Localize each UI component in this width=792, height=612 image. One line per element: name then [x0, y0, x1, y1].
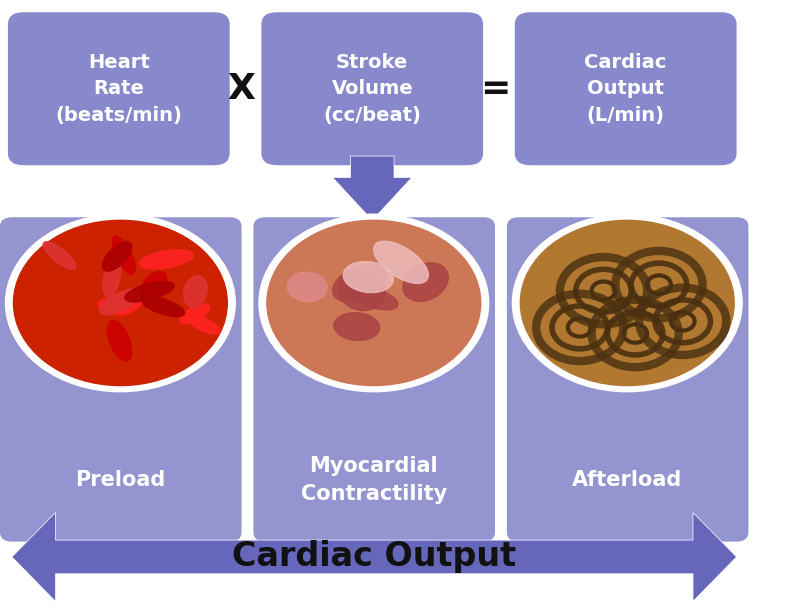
Ellipse shape [348, 286, 398, 310]
Circle shape [520, 220, 734, 386]
Ellipse shape [334, 313, 379, 340]
Text: Cardiac
Output
(L/min): Cardiac Output (L/min) [584, 53, 667, 125]
Text: Preload: Preload [75, 471, 166, 490]
Ellipse shape [403, 263, 448, 301]
Ellipse shape [140, 296, 185, 316]
Ellipse shape [374, 241, 428, 283]
Circle shape [6, 214, 235, 392]
Ellipse shape [142, 272, 166, 296]
Ellipse shape [287, 272, 327, 302]
Text: =: = [480, 72, 510, 106]
Ellipse shape [338, 269, 385, 310]
Circle shape [512, 214, 742, 392]
Polygon shape [12, 513, 737, 601]
Text: Myocardial
Contractility: Myocardial Contractility [301, 457, 447, 504]
Circle shape [13, 220, 227, 386]
FancyBboxPatch shape [8, 12, 230, 165]
Text: Cardiac Output: Cardiac Output [232, 540, 516, 573]
Text: X: X [227, 72, 256, 106]
Ellipse shape [187, 315, 220, 334]
Ellipse shape [43, 242, 76, 269]
Ellipse shape [112, 236, 135, 274]
Ellipse shape [103, 259, 120, 297]
Circle shape [259, 214, 489, 392]
Ellipse shape [113, 297, 142, 315]
Ellipse shape [125, 282, 174, 302]
Ellipse shape [333, 264, 386, 302]
FancyBboxPatch shape [253, 217, 495, 542]
FancyBboxPatch shape [515, 12, 737, 165]
FancyBboxPatch shape [261, 12, 483, 165]
Text: Afterload: Afterload [572, 471, 683, 490]
Ellipse shape [108, 321, 131, 361]
Polygon shape [333, 156, 412, 220]
Ellipse shape [102, 242, 131, 271]
FancyBboxPatch shape [0, 217, 242, 542]
Ellipse shape [184, 275, 208, 307]
Text: Heart
Rate
(beats/min): Heart Rate (beats/min) [55, 53, 182, 125]
FancyBboxPatch shape [507, 217, 748, 542]
Circle shape [267, 220, 481, 386]
Ellipse shape [343, 261, 394, 293]
Ellipse shape [99, 289, 141, 315]
Ellipse shape [98, 296, 142, 310]
Text: Stroke
Volume
(cc/beat): Stroke Volume (cc/beat) [323, 53, 421, 125]
Ellipse shape [139, 250, 193, 269]
Ellipse shape [180, 304, 210, 324]
